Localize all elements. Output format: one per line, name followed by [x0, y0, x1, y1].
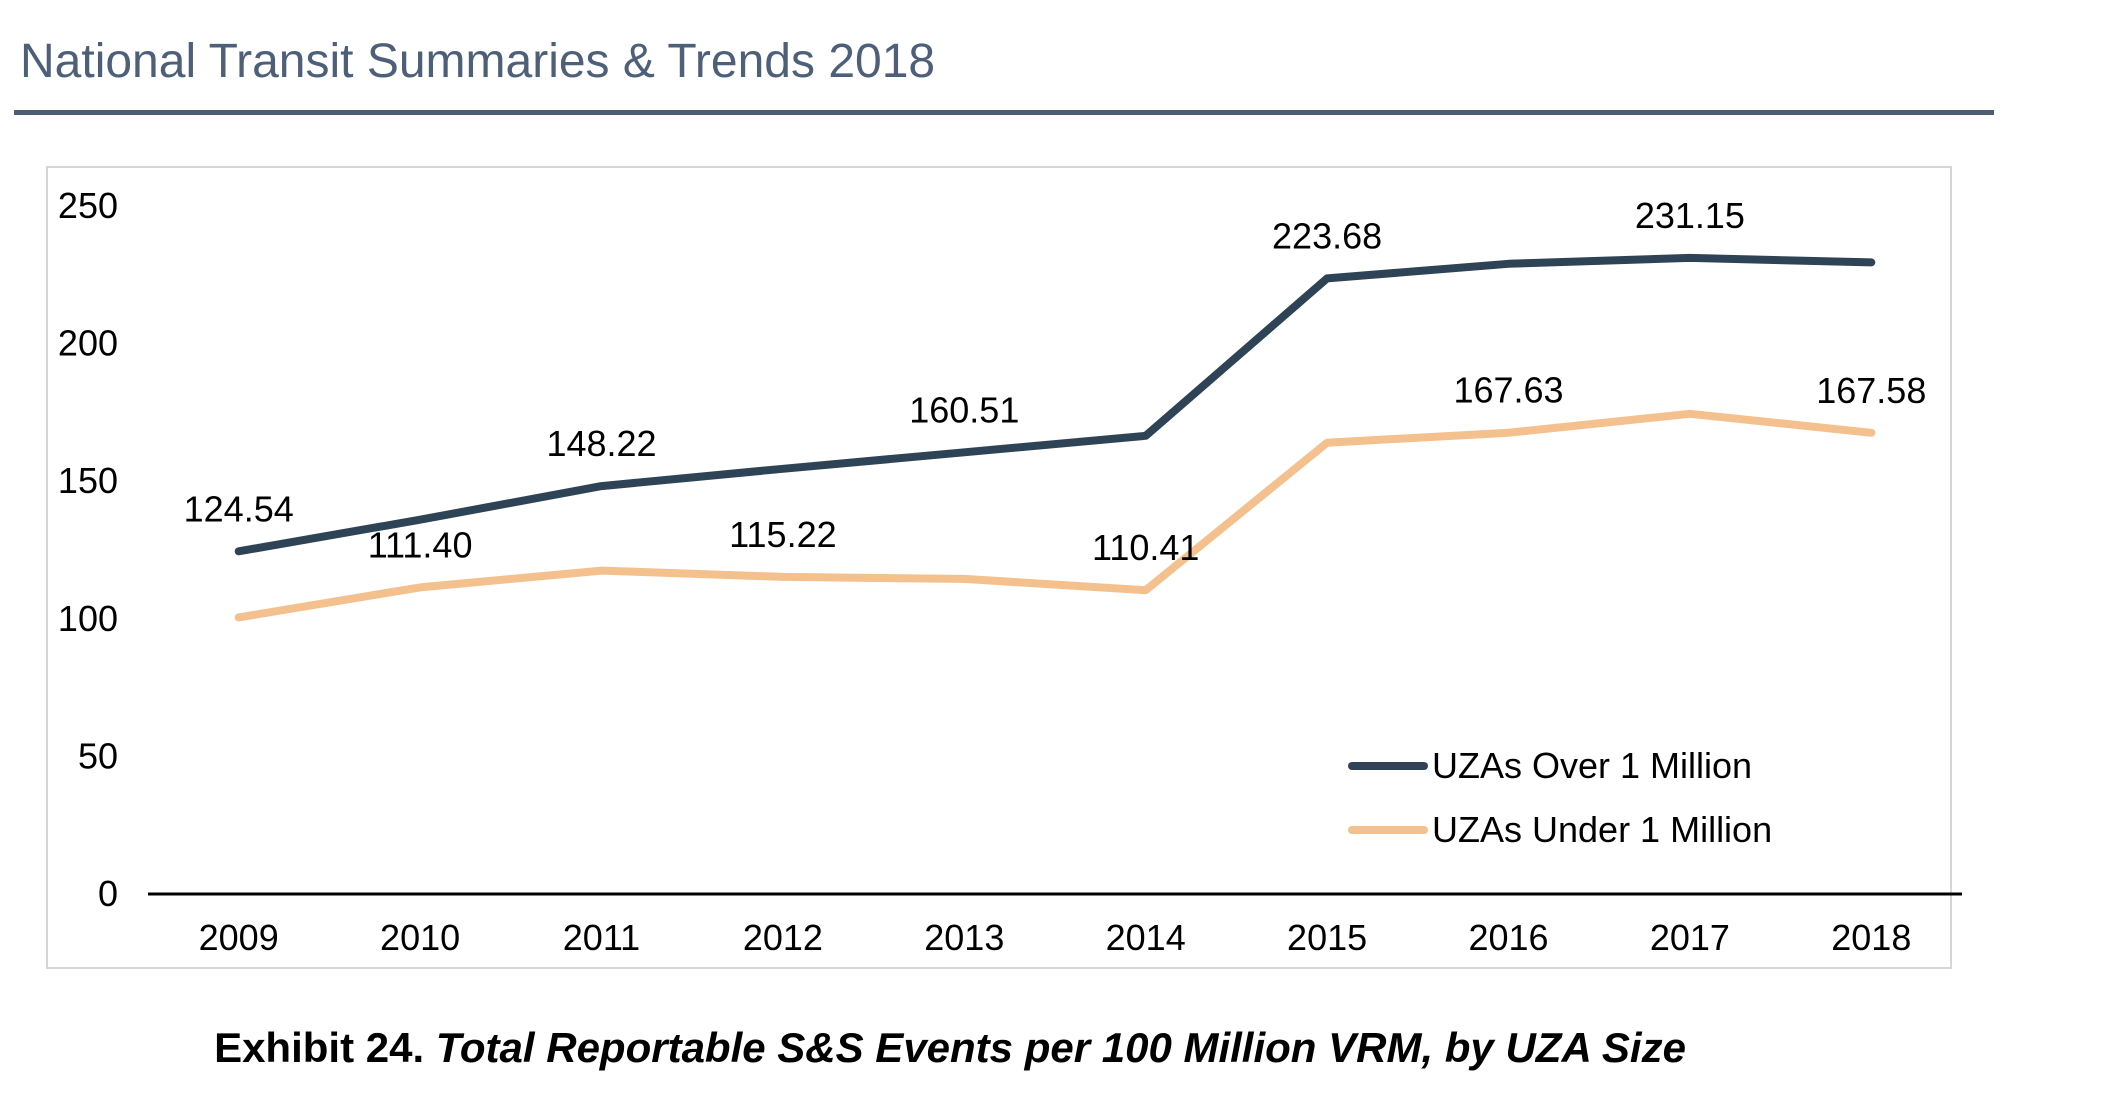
series-line-over-1-million — [234, 253, 1876, 556]
data-label: 167.63 — [1453, 370, 1563, 411]
y-tick-label: 50 — [78, 735, 118, 776]
x-tick-label: 2017 — [1650, 917, 1730, 958]
data-label: 160.51 — [909, 389, 1019, 430]
page-header: National Transit Summaries & Trends 2018 — [14, 30, 1994, 115]
caption-text: Total Reportable S&S Events per 100 Mill… — [435, 1024, 1686, 1071]
data-label: 231.15 — [1635, 195, 1745, 236]
x-tick-label: 2015 — [1287, 917, 1367, 958]
data-label: 148.22 — [546, 423, 656, 464]
data-label: 110.41 — [1092, 527, 1199, 568]
data-label: 124.54 — [184, 488, 294, 529]
header-title: National Transit Summaries & Trends 2018 — [20, 35, 936, 88]
legend-label: UZAs Over 1 Million — [1432, 745, 1752, 786]
caption-label: Exhibit 24. — [214, 1024, 425, 1071]
y-tick-label: 250 — [58, 185, 118, 226]
x-tick-label: 2009 — [199, 917, 279, 958]
data-label: 115.22 — [729, 514, 836, 555]
data-label: 167.58 — [1816, 370, 1926, 411]
y-tick-label: 200 — [58, 323, 118, 364]
x-tick-label: 2013 — [924, 917, 1004, 958]
chart-frame — [46, 166, 1952, 969]
data-labels: 124.54 148.22 160.51 223.68 231.15 111.40 115.… — [184, 195, 1927, 568]
series-lines — [234, 253, 1876, 622]
x-tick-label: 2018 — [1831, 917, 1911, 958]
figure-caption: Exhibit 24. Total Reportable S&S Events … — [0, 1024, 1900, 1072]
x-tick-label: 2012 — [743, 917, 823, 958]
x-tick-label: 2014 — [1106, 917, 1186, 958]
x-tick-label: 2011 — [563, 917, 640, 958]
x-tick-label: 2016 — [1468, 917, 1548, 958]
y-tick-label: 100 — [58, 598, 118, 639]
legend: UZAs Over 1 Million UZAs Under 1 Million — [1348, 745, 1772, 850]
data-label: 111.40 — [368, 524, 473, 565]
legend-label: UZAs Under 1 Million — [1432, 809, 1772, 850]
series-line-under-1-million — [234, 409, 1876, 622]
data-label: 223.68 — [1272, 215, 1382, 256]
y-axis-labels: 0 50 100 150 200 250 — [58, 185, 118, 914]
y-tick-label: 150 — [58, 460, 118, 501]
x-tick-label: 2010 — [380, 917, 460, 958]
y-tick-label: 0 — [98, 873, 118, 914]
x-axis-labels: 2009 2010 2011 2012 2013 2014 2015 2016 2017 2018 — [199, 917, 1912, 958]
